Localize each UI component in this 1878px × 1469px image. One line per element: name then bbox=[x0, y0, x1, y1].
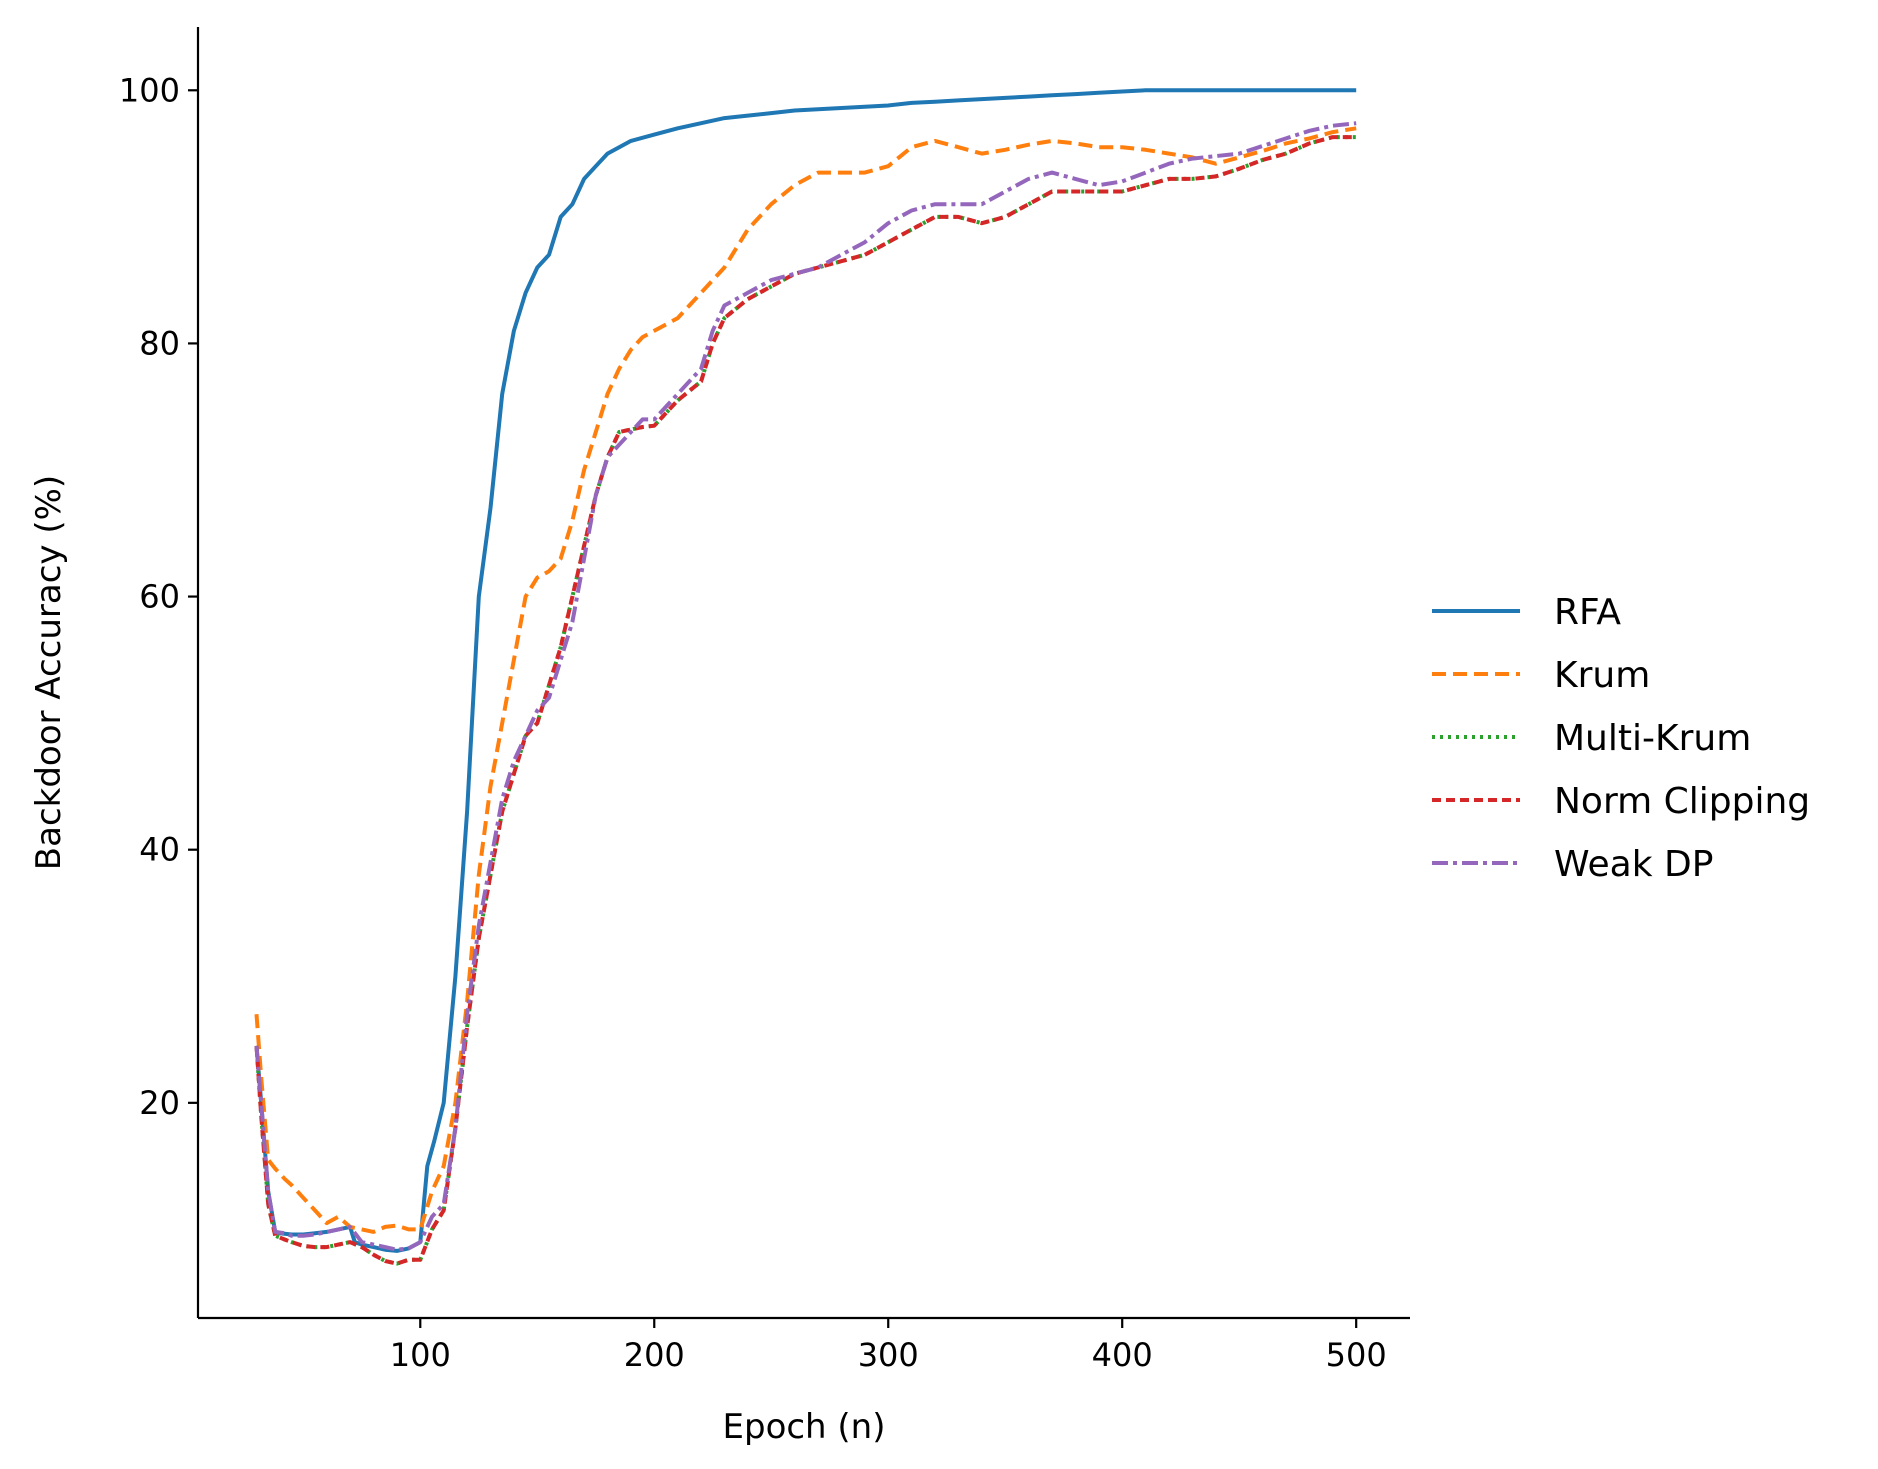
series-line-norm-clipping bbox=[254, 135, 1357, 1266]
x-axis-label: Epoch (n) bbox=[723, 1407, 886, 1447]
legend-label-krum: Krum bbox=[1554, 655, 1650, 696]
y-axis-label: Backdoor Accuracy (%) bbox=[29, 475, 69, 870]
x-ticks: 100 200 300 400 500 bbox=[390, 1318, 1387, 1374]
y-tick-label: 20 bbox=[139, 1084, 180, 1122]
x-tick-label: 200 bbox=[624, 1336, 685, 1374]
legend-label-rfa: RFA bbox=[1554, 592, 1621, 633]
y-tick-label: 60 bbox=[139, 578, 180, 616]
x-tick-label: 400 bbox=[1092, 1336, 1153, 1374]
legend-label-norm-clipping: Norm Clipping bbox=[1554, 781, 1810, 822]
y-ticks: 20 40 60 80 100 bbox=[119, 71, 198, 1122]
legend-label-weak-dp: Weak DP bbox=[1554, 844, 1713, 885]
axes: 100 200 300 400 500 20 40 60 80 100 bbox=[119, 27, 1410, 1374]
x-tick-label: 300 bbox=[858, 1336, 919, 1374]
series-line-krum bbox=[254, 126, 1357, 1234]
x-tick-label: 500 bbox=[1326, 1336, 1387, 1374]
y-tick-label: 100 bbox=[119, 71, 180, 109]
plot-lines bbox=[254, 88, 1357, 1266]
y-tick-label: 40 bbox=[139, 831, 180, 869]
series-line-weak-dp bbox=[254, 121, 1357, 1252]
legend: RFA Krum Multi-Krum Norm Clipping Weak DP bbox=[1432, 592, 1810, 885]
legend-label-multi-krum: Multi-Krum bbox=[1554, 718, 1751, 759]
y-tick-label: 80 bbox=[139, 324, 180, 362]
x-tick-label: 100 bbox=[390, 1336, 451, 1374]
